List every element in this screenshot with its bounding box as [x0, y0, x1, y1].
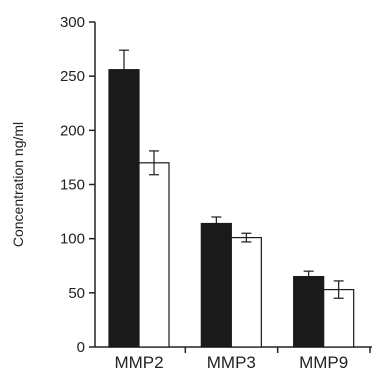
y-axis-label: Concentration ng/ml: [10, 122, 26, 247]
y-tick-label: 200: [60, 122, 85, 139]
x-category-label: MMP9: [299, 353, 348, 372]
bar: [230, 236, 262, 348]
y-tick-label: 150: [60, 177, 85, 194]
y-tick-label: 250: [60, 68, 85, 85]
x-category-label: MMP3: [207, 353, 256, 372]
y-tick-label: 0: [77, 339, 85, 356]
y-tick-label: 100: [60, 231, 85, 248]
y-tick-label: 50: [68, 285, 85, 302]
y-tick-label: 300: [60, 14, 85, 31]
bars: [108, 69, 355, 348]
bar: [138, 162, 170, 348]
y-tick-labels: 0 50 100 150 200 250 300: [60, 14, 85, 356]
bar: [293, 275, 325, 348]
bar: [323, 288, 355, 348]
bar: [108, 69, 140, 348]
error-bars: [119, 49, 344, 299]
x-category-labels: MMP2 MMP3 MMP9: [114, 353, 348, 372]
bar: [200, 222, 232, 348]
x-category-label: MMP2: [114, 353, 163, 372]
